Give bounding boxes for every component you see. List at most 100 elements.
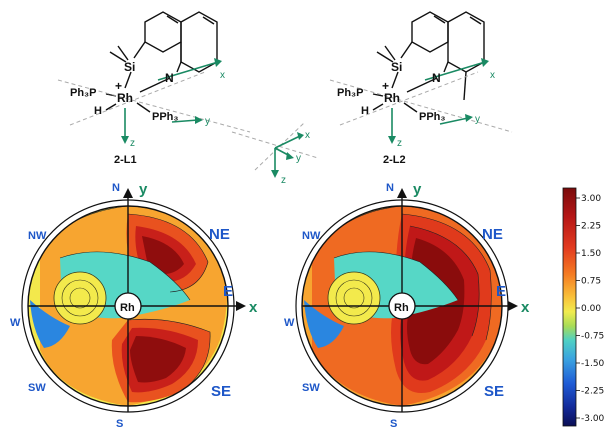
h-atom-right: H <box>361 105 369 117</box>
rh-pph3-bond-right <box>403 102 418 113</box>
dir-ne-left: NE <box>209 226 230 243</box>
dir-se-left: SE <box>211 383 231 400</box>
rh-center-label-right: Rh <box>394 302 409 314</box>
x-axis-head-left <box>236 301 246 311</box>
ph3p-atom-left: Ph₃P <box>70 87 96 99</box>
colorbar-strip <box>562 187 577 427</box>
pph3-contour-right-2 <box>343 287 365 309</box>
dir-e-right: E <box>496 283 506 300</box>
contour-line-right-4 <box>333 251 459 301</box>
blue-pocket-right <box>304 300 344 348</box>
pph3-atom-left: PPh₃ <box>152 111 178 123</box>
si-me-left-2 <box>109 51 127 63</box>
center-dash-1 <box>231 131 319 159</box>
y-axis-head-right <box>397 188 407 198</box>
contour-line-right-2 <box>401 213 492 341</box>
x-axis-arrow-right <box>424 61 486 81</box>
pyridine-ring-left <box>180 11 218 73</box>
dir-n-left: N <box>112 182 120 194</box>
n-ring-bond-left <box>176 61 182 73</box>
dash-guide-left-2 <box>69 71 206 126</box>
steric-map-left: Rh N y NW NE W E x SW SE S <box>10 181 258 430</box>
rh-h-bond-left <box>105 103 117 111</box>
colorbar-tick-label: 0.00 <box>581 304 601 314</box>
dir-nw-left: NW <box>28 230 47 242</box>
colorbar: 3.00 2.25 1.50 0.75 0.00 -0.75 -1.50 -2.25 -3.00 <box>562 187 605 427</box>
lower-lobe-core-left <box>130 336 186 383</box>
pph3-sphere-right <box>327 271 381 325</box>
dir-s-left: S <box>116 418 123 430</box>
x-label-left: x <box>220 70 225 81</box>
rh-center-left <box>114 292 142 320</box>
structure-2-L1: Si N Rh + Ph₃P H PPh₃ x y z 2-L1 <box>57 11 251 166</box>
center-x-axis <box>274 135 301 149</box>
blue-pocket-left <box>30 300 70 348</box>
structure-2-L2: Si N Rh + Ph₃P H PPh₃ x y z 2-L2 <box>329 11 513 166</box>
z-label-left: z <box>130 138 135 149</box>
dir-w-right: W <box>284 317 295 329</box>
n-atom-left: N <box>165 71 174 85</box>
dash-guide-right-1 <box>329 79 513 133</box>
si-rh-bond-right <box>391 71 399 89</box>
x-arrowhead-right <box>481 58 489 67</box>
center-x-label: x <box>305 130 310 141</box>
z-label-right: z <box>397 138 402 149</box>
center-axes: x y z <box>231 121 319 186</box>
x-label-right: x <box>490 70 495 81</box>
center-y-label: y <box>296 153 301 164</box>
compound-label-left: 2-L1 <box>114 154 137 166</box>
center-dash-2 <box>254 121 306 171</box>
y-axis-arrow-right <box>439 117 469 125</box>
si-c-bond-left <box>133 41 146 59</box>
pph3-contour-left-1 <box>61 279 99 317</box>
z-arrowhead-right <box>388 136 396 144</box>
colorbar-tick-label: 2.25 <box>581 222 601 232</box>
compound-label-right: 2-L2 <box>383 154 406 166</box>
axis-x-label-left: x <box>249 299 258 316</box>
benzo-ring-right <box>411 11 449 53</box>
colorbar-tick-label: -0.75 <box>581 332 604 342</box>
colorbar-tick-label: 3.00 <box>581 194 601 204</box>
y-axis-head-left <box>123 188 133 198</box>
dir-ne-right: NE <box>482 226 503 243</box>
y-label-right: y <box>475 114 480 125</box>
colorbar-tick-label: -2.25 <box>581 387 604 397</box>
dir-sw-left: SW <box>28 382 46 394</box>
center-x-arrowhead <box>297 132 304 140</box>
rh-atom-left: Rh <box>117 91 133 105</box>
center-z-arrowhead <box>271 170 279 178</box>
benzo-ring-left <box>144 11 182 53</box>
y-axis-arrow-left <box>171 119 199 123</box>
si-atom-right: Si <box>391 60 402 74</box>
y-label-left: y <box>205 116 210 127</box>
colorbar-tick-label: 1.50 <box>581 249 601 259</box>
si-me-left-1 <box>117 45 129 61</box>
si-me-right-1 <box>384 45 396 61</box>
n-atom-right: N <box>432 71 441 85</box>
steric-map-right: Rh N y NW NE W E x SW SE S <box>284 181 530 430</box>
colorbar-tick-label: 0.75 <box>581 277 601 287</box>
rh-center-right <box>388 292 416 320</box>
pyridine-ring-right <box>447 11 485 73</box>
contour-line-left-2 <box>127 213 209 293</box>
z-arrowhead-left <box>121 136 129 144</box>
axis-y-label-left: y <box>139 181 148 198</box>
colorbar-tick-label: -1.50 <box>581 359 605 369</box>
x-arrowhead-left <box>214 58 222 67</box>
double-bond-left-2 <box>202 16 215 25</box>
si-atom-left: Si <box>124 60 135 74</box>
n-rh-bond-right <box>406 77 438 93</box>
ph3p-atom-right: Ph₃P <box>337 87 363 99</box>
pph3-contour-right-1 <box>335 279 373 317</box>
si-me-right-2 <box>376 51 394 63</box>
charge-left: + <box>115 79 122 93</box>
y-arrowhead-left <box>195 116 203 124</box>
rh-pph3-bond-left <box>136 102 151 113</box>
pph3-atom-right: PPh₃ <box>419 111 445 123</box>
dir-s-right: S <box>390 418 397 430</box>
si-c-bond-right <box>400 41 413 59</box>
rh-h-bond-right <box>372 103 384 111</box>
colorbar-ticks: 3.00 2.25 1.50 0.75 0.00 -0.75 -1.50 -2.25 -3.00 <box>576 194 605 424</box>
dir-w-left: W <box>10 317 21 329</box>
